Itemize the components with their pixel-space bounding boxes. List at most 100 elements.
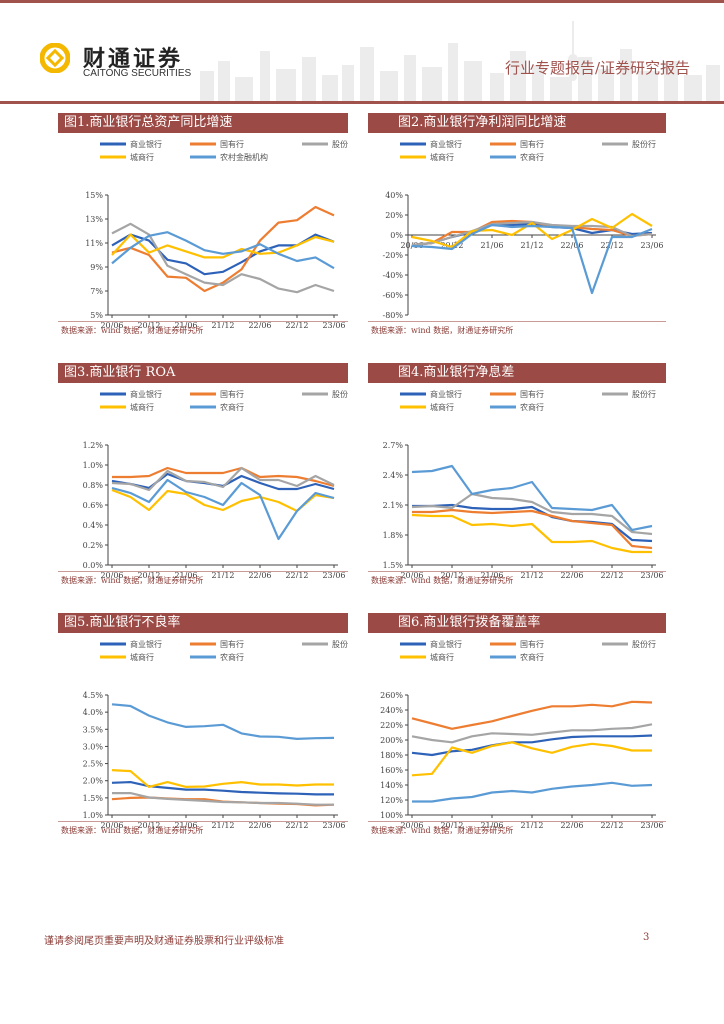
figure-2-panel: 图2.商业银行净利润同比增速 商业银行 国有行 股份行 城商行 农商行 -80% -60% -… [368,113,666,343]
data-source: 数据来源：wind 数据，财通证券研究所 [371,576,514,585]
brand-name-en: CAITONG SECURITIES [83,68,192,79]
figure-title: 图3.商业银行 ROA [58,363,348,383]
legend-label: 股份行 [632,139,656,149]
legend-label: 商业银行 [430,639,462,649]
header-divider [0,101,724,104]
data-source: 数据来源：wind 数据，财通证券研究所 [61,326,204,335]
y-tick-label: 0.4% [83,521,104,530]
legend-item: 商业银行 [100,139,162,149]
legend-label: 国有行 [520,389,544,399]
x-tick-label: 20/12 [137,821,160,828]
x-tick-label: 23/06 [322,321,345,328]
legend-item: 城商行 [400,152,454,162]
legend-label: 城商行 [430,652,454,662]
x-tick-label: 20/12 [440,571,463,578]
x-tick-label: 22/06 [248,321,271,328]
legend-item: 农商行 [490,152,544,162]
legend-label: 农村金融机构 [220,152,268,162]
y-tick-label: -60% [383,291,404,300]
legend-label: 股份行 [332,139,348,149]
x-tick-label: 22/12 [600,241,623,250]
x-tick-label: 21/12 [211,821,234,828]
x-tick-label: 21/06 [174,571,197,578]
x-tick-label: 22/06 [248,821,271,828]
legend-item: 城商行 [100,402,154,412]
y-tick-label: 1.2% [83,441,104,450]
source-divider [58,321,348,322]
legend-label: 城商行 [430,402,454,412]
x-tick-label: 22/06 [248,571,271,578]
y-tick-label: 3.0% [83,742,104,751]
y-tick-label: 2.4% [383,471,404,480]
legend-item: 农商行 [490,652,544,662]
source-divider [58,571,348,572]
x-tick-label: 22/06 [560,821,583,828]
source-divider [58,821,348,822]
y-tick-label: 2.1% [383,501,404,510]
legend-label: 股份行 [332,389,348,399]
y-tick-label: -20% [383,251,404,260]
legend-label: 商业银行 [430,139,462,149]
legend-item: 国有行 [190,389,244,399]
y-tick-label: 160% [380,766,403,775]
data-source: 数据来源：wind 数据，财通证券研究所 [61,826,204,835]
legend-label: 商业银行 [130,389,162,399]
legend-item: 商业银行 [100,389,162,399]
x-tick-label: 23/06 [322,821,345,828]
y-tick-label: 2.0% [83,777,104,786]
y-tick-label: 4.5% [83,691,104,700]
report-type: 行业专题报告/证券研究报告 [504,59,690,77]
y-tick-label: 1.8% [383,531,404,540]
y-tick-label: 20% [385,211,403,220]
y-tick-label: 4.0% [83,708,104,717]
brand-name-cn: 财通证券 [83,47,184,72]
y-tick-label: 0.0% [83,561,104,570]
y-tick-label: 5% [90,311,103,320]
x-tick-label: 20/06 [400,571,423,578]
legend-label: 国有行 [220,139,244,149]
legend-item: 城商行 [400,402,454,412]
skyline-illustration [200,21,720,103]
series-line [111,769,334,788]
legend-label: 股份行 [632,639,656,649]
x-tick-label: 20/06 [400,821,423,828]
footer-disclaimer: 谨请参阅尾页重要声明及财通证券股票和行业评级标准 [44,936,284,947]
x-tick-label: 21/06 [174,321,197,328]
legend-item: 国有行 [190,139,244,149]
x-tick-label: 20/12 [137,321,160,328]
data-source: 数据来源：wind 数据，财通证券研究所 [371,826,514,835]
y-tick-label: 200% [380,736,403,745]
legend-item: 国有行 [190,639,244,649]
x-tick-label: 20/06 [100,821,123,828]
y-tick-label: 1.5% [383,561,404,570]
x-tick-label: 22/12 [600,821,623,828]
y-tick-label: -80% [383,311,404,320]
figure-title: 图1.商业银行总资产同比增速 [58,113,348,133]
series-line [412,781,653,803]
legend-item: 农村金融机构 [190,152,268,162]
legend-item: 股份行 [302,139,348,149]
x-tick-label: 21/12 [211,321,234,328]
x-tick-label: 21/06 [480,571,503,578]
x-tick-label: 20/12 [137,571,160,578]
x-tick-label: 22/12 [285,571,308,578]
legend-item: 城商行 [100,152,154,162]
figure-title: 图4.商业银行净息差 [368,363,666,383]
figure-4-panel: 图4.商业银行净息差 商业银行 国有行 股份行 城商行 农商行 1.5% 1.8% 2.1% 2… [368,363,666,593]
figure-title: 图5.商业银行不良率 [58,613,348,633]
y-tick-label: 2.5% [83,760,104,769]
legend-label: 城商行 [130,402,154,412]
caitong-logo-icon [40,43,70,73]
top-border [0,0,724,3]
legend-label: 城商行 [430,152,454,162]
data-source: 数据来源：wind 数据，财通证券研究所 [371,326,514,335]
legend-item: 股份行 [302,389,348,399]
x-tick-label: 21/06 [480,241,503,250]
legend-label: 农商行 [220,402,244,412]
legend-label: 商业银行 [430,389,462,399]
